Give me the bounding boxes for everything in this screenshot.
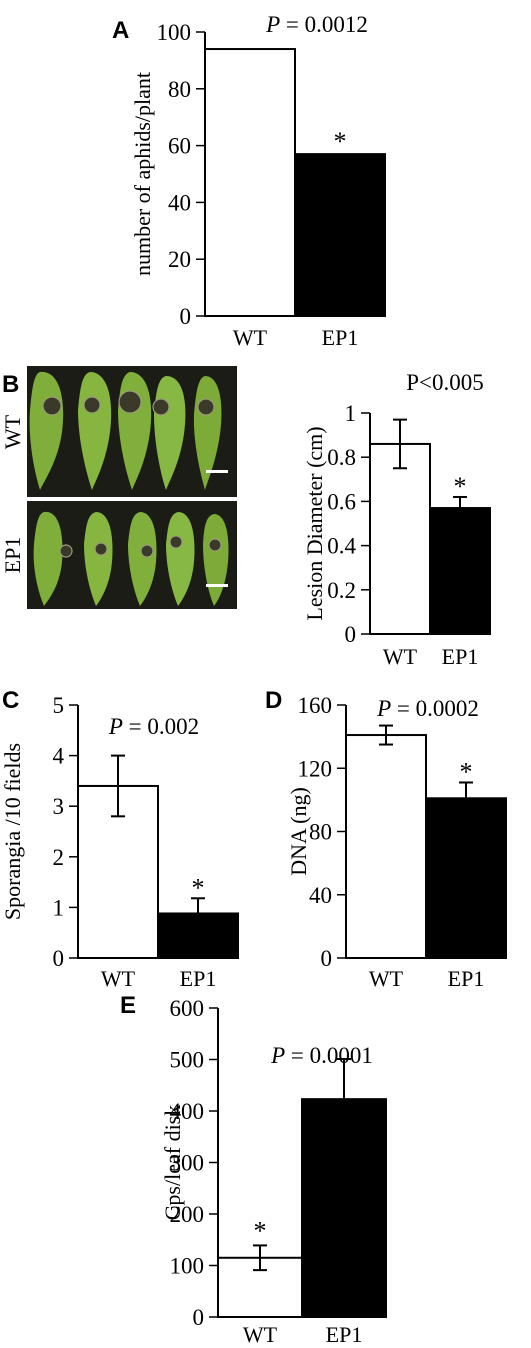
significance-marker: * <box>254 1216 267 1245</box>
y-tick-label: 1 <box>345 401 357 426</box>
y-tick-label: 600 <box>170 996 205 1021</box>
y-axis-label: number of aphids/plant <box>130 72 155 276</box>
chart-panel-e: 0 100 200 300 400 500 600 Cps/leaf disk WT * EP1 P … <box>160 996 387 1347</box>
p-symbol: P <box>270 1043 285 1068</box>
y-tick-label: 160 <box>298 693 333 718</box>
y-tick-label: 0 <box>321 946 333 971</box>
p-symbol: P <box>265 12 280 37</box>
bar-wt <box>345 734 427 960</box>
p-symbol: P <box>376 696 391 721</box>
x-category-label: WT <box>101 966 136 991</box>
y-tick-label: 40 <box>309 883 332 908</box>
photo-row-label-ep1: EP1 <box>0 537 25 574</box>
y-axis-label: DNA (ng) <box>286 787 311 876</box>
p-symbol: P <box>108 714 123 739</box>
y-tick-label: 1 <box>53 895 65 920</box>
leaf-photo-ep1 <box>27 501 237 609</box>
leaf-shapes <box>33 511 229 606</box>
bar-wt <box>204 48 296 317</box>
y-tick-label: 200 <box>170 1202 205 1227</box>
y-tick-label: 5 <box>53 693 65 718</box>
y-tick-label: 0 <box>193 1305 205 1330</box>
x-category-label: EP1 <box>180 966 217 991</box>
y-axis-label: Sporangia /10 fields <box>0 743 25 920</box>
bar-ep1 <box>429 507 491 635</box>
y-tick-label: 0 <box>180 304 192 329</box>
lesion-spots <box>42 390 215 416</box>
y-tick-label: 80 <box>309 820 332 845</box>
y-tick-label: 0.6 <box>327 489 356 514</box>
significance-marker: * <box>192 873 205 902</box>
x-category-label: EP1 <box>448 966 485 991</box>
p-value-annotation: P = 0.0012 <box>265 12 368 37</box>
x-category-label: WT <box>383 644 418 669</box>
p-value-annotation: P = 0.0001 <box>270 1043 373 1068</box>
lesion-spots <box>59 535 222 558</box>
y-tick-label: 2 <box>53 845 65 870</box>
p-value-annotation: P = 0.0002 <box>376 696 479 721</box>
chart-panel-b: 0 0.2 0.4 0.6 0.8 1 Lesion Diameter (cm) WT EP1 *… <box>302 370 491 669</box>
y-tick-label: 40 <box>168 190 191 215</box>
y-tick-label: 120 <box>298 756 333 781</box>
panel-letter-c: C <box>2 687 19 714</box>
bar-wt <box>369 442 431 635</box>
chart-panel-c: 0 1 2 3 4 5 Sporangia /10 fields WT EP1 * P = 0.00… <box>0 693 239 991</box>
y-tick-label: 60 <box>168 134 191 159</box>
p-value-text: = 0.0012 <box>280 12 368 37</box>
chart-panel-a: 0 20 40 60 80 100 number of aphids/plant WT EP1 *… <box>130 12 386 350</box>
y-axis-label: Cps/leaf disk <box>160 1105 185 1221</box>
significance-marker: * <box>460 757 473 786</box>
p-value-text: = 0.0002 <box>391 696 479 721</box>
y-tick-label: 300 <box>170 1151 205 1176</box>
x-category-label: EP1 <box>322 325 359 350</box>
p-value-text: = 0.002 <box>123 714 199 739</box>
x-category-label: WT <box>369 966 404 991</box>
scale-bar <box>206 470 228 473</box>
x-category-label: EP1 <box>442 644 479 669</box>
y-tick-label: 0 <box>345 622 357 647</box>
chart-panel-d: 0 40 80 120 160 DNA (ng) WT EP1 * P = 0.0002 <box>286 693 507 991</box>
p-value-annotation: P<0.005 <box>406 370 484 395</box>
y-tick-label: 3 <box>53 794 65 819</box>
y-axis-label: Lesion Diameter (cm) <box>302 426 327 620</box>
significance-marker: * <box>454 472 467 501</box>
scale-bar <box>206 584 228 587</box>
x-category-label: EP1 <box>326 1322 363 1347</box>
y-tick-label: 0.8 <box>327 445 356 470</box>
p-value-annotation: P = 0.002 <box>108 714 199 739</box>
panel-letter-a: A <box>112 17 129 44</box>
panel-letter-b: B <box>2 371 19 398</box>
y-tick-label: 80 <box>168 77 191 102</box>
y-tick-label: 0.4 <box>327 534 356 559</box>
panel-letter-e: E <box>120 992 136 1019</box>
x-category-label: WT <box>233 325 268 350</box>
panel-letter-d: D <box>265 687 282 714</box>
y-tick-label: 500 <box>170 1048 205 1073</box>
y-tick-label: 100 <box>157 20 192 45</box>
y-tick-label: 0.2 <box>327 578 356 603</box>
y-tick-label: 100 <box>170 1254 205 1279</box>
y-tick-label: 20 <box>168 247 191 272</box>
leaf-photo-wt <box>27 366 237 497</box>
photo-row-label-wt: WT <box>0 414 25 449</box>
p-value-text: P<0.005 <box>406 370 484 395</box>
x-category-label: WT <box>243 1322 278 1347</box>
p-value-text: = 0.0001 <box>285 1043 373 1068</box>
bar-ep1 <box>294 153 386 317</box>
bar-ep1 <box>425 797 507 960</box>
y-tick-label: 4 <box>53 744 65 769</box>
y-tick-label: 400 <box>170 1099 205 1124</box>
significance-marker: * <box>334 127 347 156</box>
y-tick-label: 0 <box>53 946 65 971</box>
